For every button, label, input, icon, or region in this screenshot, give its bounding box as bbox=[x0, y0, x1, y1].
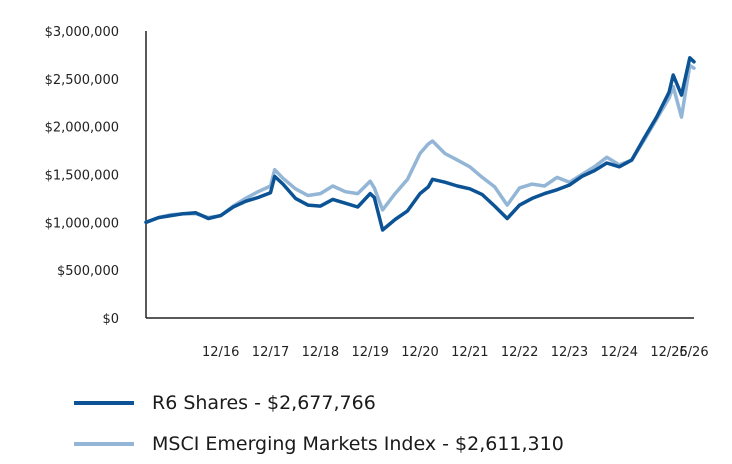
legend-label-r6: R6 Shares - $2,677,766 bbox=[152, 391, 376, 414]
y-tick-label: $1,000,000 bbox=[45, 216, 119, 231]
x-tick-label: 12/17 bbox=[252, 345, 289, 360]
x-tick-label: 12/16 bbox=[202, 345, 239, 360]
legend-label-msci: MSCI Emerging Markets Index - $2,611,310 bbox=[152, 432, 564, 455]
x-tick-label: 12/20 bbox=[401, 345, 438, 360]
x-tick-label: 12/23 bbox=[551, 345, 588, 360]
legend-swatch-msci bbox=[74, 441, 134, 446]
x-tick-label: 12/18 bbox=[302, 345, 339, 360]
y-tick-label: $2,000,000 bbox=[45, 121, 119, 136]
series-layer bbox=[144, 56, 696, 232]
legend-item-msci: MSCI Emerging Markets Index - $2,611,310 bbox=[74, 423, 564, 464]
x-tick-label: 12/25 bbox=[650, 345, 687, 360]
x-tick-label: 12/22 bbox=[501, 345, 538, 360]
legend-swatch-r6 bbox=[74, 400, 134, 405]
x-tick-label: 6/26 bbox=[679, 345, 708, 360]
x-tick-label: 12/24 bbox=[601, 345, 638, 360]
series-line-msci-em-index bbox=[144, 63, 696, 225]
x-tick-label: 12/19 bbox=[351, 345, 388, 360]
x-tick-label: 12/21 bbox=[451, 345, 488, 360]
y-tick-label: $500,000 bbox=[57, 264, 119, 279]
y-tick-label: $0 bbox=[102, 312, 119, 327]
legend: R6 Shares - $2,677,766 MSCI Emerging Mar… bbox=[74, 382, 564, 464]
x-axis-ticks: 12/16 12/17 12/18 12/19 12/20 12/21 12/22 12/23… bbox=[202, 345, 709, 360]
y-axis-ticks: $0 $500,000 $1,000,000 $1,500,000 $2,000,000… bbox=[45, 25, 119, 327]
y-tick-label: $3,000,000 bbox=[45, 25, 119, 40]
y-tick-label: $2,500,000 bbox=[45, 73, 119, 88]
series-line-r6-shares bbox=[144, 56, 696, 232]
y-tick-label: $1,500,000 bbox=[45, 169, 119, 184]
legend-item-r6: R6 Shares - $2,677,766 bbox=[74, 382, 564, 423]
